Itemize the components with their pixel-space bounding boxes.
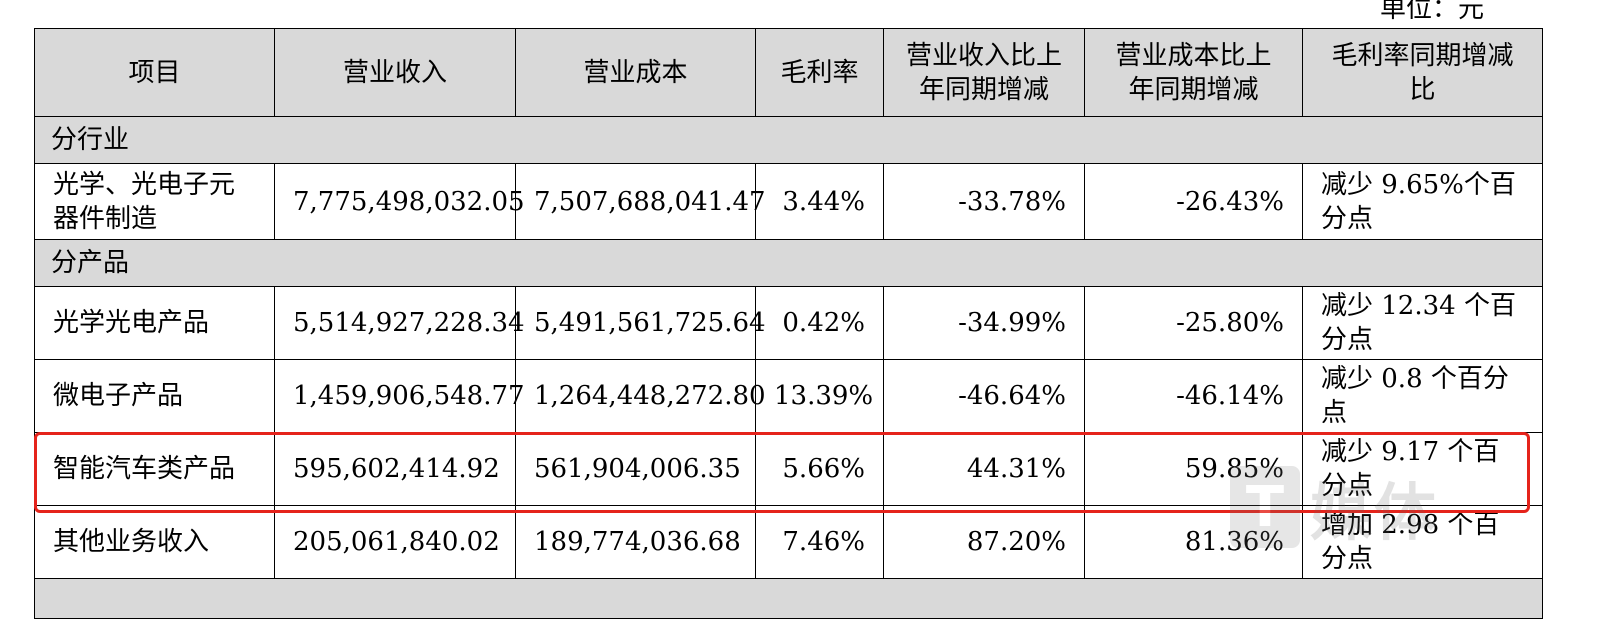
row-margin: 0.42% <box>755 286 884 360</box>
header-revenue-yoy: 营业收入比上年同期增减 <box>883 28 1085 117</box>
row-margin-change: 增加 2.98 个百分点 <box>1302 505 1543 579</box>
row-revenue-yoy: -33.78% <box>883 163 1085 240</box>
header-margin: 毛利率 <box>755 28 884 117</box>
row-margin-change: 减少 9.65%个百分点 <box>1302 163 1543 240</box>
row-revenue-yoy: -46.64% <box>883 359 1085 433</box>
header-cost-yoy: 营业成本比上年同期增减 <box>1084 28 1303 117</box>
row-margin: 3.44% <box>755 163 884 240</box>
row-revenue: 7,775,498,032.05 <box>274 163 525 240</box>
row-cost: 189,774,036.68 <box>515 505 756 579</box>
row-margin: 5.66% <box>755 432 884 506</box>
row-cost-yoy: -46.14% <box>1084 359 1303 433</box>
table-row: 微电子产品 1,459,906,548.77 1,264,448,272.80 … <box>34 359 1543 433</box>
section-row-product: 分产品 <box>34 239 1543 287</box>
row-name: 光学光电产品 <box>34 286 275 360</box>
row-revenue: 205,061,840.02 <box>274 505 516 579</box>
table-row: 其他业务收入 205,061,840.02 189,774,036.68 7.4… <box>34 505 1543 579</box>
row-name: 微电子产品 <box>34 359 275 433</box>
row-revenue-yoy: 44.31% <box>883 432 1085 506</box>
financial-table: 项目 营业收入 营业成本 毛利率 营业收入比上年同期增减 营业成本比上年同期增减… <box>34 28 1543 619</box>
unit-label: 单位：元 <box>1380 0 1485 24</box>
row-name: 其他业务收入 <box>34 505 275 579</box>
table-row: 光学光电产品 5,514,927,228.34 5,491,561,725.64… <box>34 286 1543 360</box>
row-cost: 561,904,006.35 <box>515 432 756 506</box>
row-margin-change: 减少 12.34 个百分点 <box>1302 286 1543 360</box>
row-margin: 7.46% <box>755 505 884 579</box>
section-row-industry: 分行业 <box>34 116 1543 164</box>
row-revenue: 595,602,414.92 <box>274 432 516 506</box>
table-row-highlighted: 智能汽车类产品 595,602,414.92 561,904,006.35 5.… <box>34 432 1543 506</box>
row-revenue: 5,514,927,228.34 <box>274 286 525 360</box>
row-revenue: 1,459,906,548.77 <box>274 359 525 433</box>
header-revenue: 营业收入 <box>274 28 516 117</box>
header-cost: 营业成本 <box>515 28 756 117</box>
section-label: 分行业 <box>34 116 1543 164</box>
row-cost: 5,491,561,725.64 <box>515 286 766 360</box>
row-cost-yoy: -26.43% <box>1084 163 1303 240</box>
table-row: 光学、光电子元器件制造 7,775,498,032.05 7,507,688,0… <box>34 163 1543 240</box>
row-margin-change: 减少 0.8 个百分点 <box>1302 359 1543 433</box>
row-cost: 7,507,688,041.47 <box>515 163 766 240</box>
header-item: 项目 <box>34 28 275 117</box>
row-cost-yoy: -25.80% <box>1084 286 1303 360</box>
row-name: 智能汽车类产品 <box>34 432 275 506</box>
table-row-partial <box>34 578 1543 619</box>
row-cost-yoy: 81.36% <box>1084 505 1303 579</box>
row-cost-yoy: 59.85% <box>1084 432 1303 506</box>
row-cost: 1,264,448,272.80 <box>515 359 766 433</box>
row-revenue-yoy: 87.20% <box>883 505 1085 579</box>
table-header-row: 项目 营业收入 营业成本 毛利率 营业收入比上年同期增减 营业成本比上年同期增减… <box>34 28 1543 117</box>
row-revenue-yoy: -34.99% <box>883 286 1085 360</box>
row-margin: 13.39% <box>755 359 884 433</box>
section-label: 分产品 <box>34 239 1543 287</box>
row-margin-change: 减少 9.17 个百分点 <box>1302 432 1543 506</box>
header-margin-change: 毛利率同期增减比 <box>1302 28 1543 117</box>
row-name: 光学、光电子元器件制造 <box>34 163 275 240</box>
